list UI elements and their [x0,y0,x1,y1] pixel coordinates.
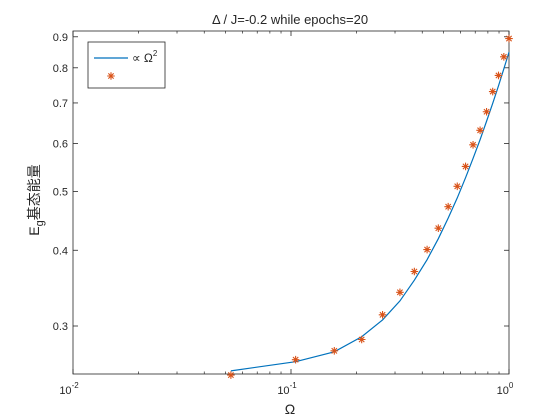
data-point-marker [396,288,404,296]
data-point-marker [358,336,366,344]
y-axis-label-tail: 基态能量 [26,164,42,220]
data-point-marker [500,53,508,61]
data-point-marker [444,203,452,211]
data-point-marker [489,88,497,96]
y-tick-label: 0.6 [53,139,68,151]
y-tick-label: 0.3 [53,321,68,333]
y-tick-label: 0.5 [53,187,68,199]
legend-marker-sample [107,72,115,80]
y-tick-label: 0.7 [53,98,68,110]
data-point-marker [292,356,300,364]
y-axis-label-main: E [26,226,42,235]
y-tick-label: 0.4 [53,245,68,257]
data-point-marker [379,311,387,319]
legend-marker-star [107,72,115,80]
data-point-marker [423,246,431,254]
x-axis-label: Ω [285,401,295,417]
data-point-marker [476,126,484,134]
data-point-marker [411,268,419,276]
legend-entry-exponent: 2 [153,49,158,58]
data-point-marker [495,72,503,80]
data-point-marker [435,224,443,232]
legend: ∝ Ω2 [88,42,165,88]
data-point-marker [483,108,491,116]
y-tick-label: 0.8 [53,63,68,75]
data-point-marker [453,183,461,191]
data-point-marker [462,163,470,171]
y-tick-label: 0.9 [53,32,68,44]
legend-entry-text: ∝ Ω [132,51,153,65]
chart-title: Δ / J=-0.2 while epochs=20 [212,12,368,27]
data-point-marker [331,347,339,355]
data-point-marker [469,141,477,149]
